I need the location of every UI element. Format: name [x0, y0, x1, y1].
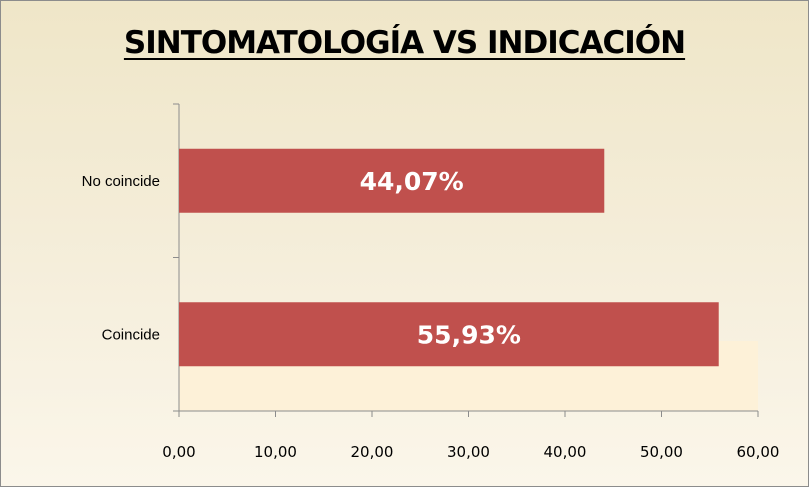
category-label: Coincide — [102, 326, 160, 343]
x-tick-label: 40,00 — [544, 443, 587, 461]
category-label: No coincide — [82, 173, 160, 190]
x-tick-label: 60,00 — [737, 443, 780, 461]
x-tick-label: 50,00 — [640, 443, 683, 461]
bar — [179, 148, 605, 213]
x-tick-label: 30,00 — [447, 443, 490, 461]
plot-area: 0,00 10,00 20,00 30,00 40,00 50,00 60,00 55,93%… — [82, 103, 780, 461]
x-tick-label: 10,00 — [254, 443, 297, 461]
chart-title: SINTOMATOLOGÍA VS INDICACIÓN — [123, 25, 686, 61]
x-tick-label: 0,00 — [162, 443, 195, 461]
x-tick-label: 20,00 — [351, 443, 394, 461]
data-label: 44,07% — [360, 167, 464, 196]
data-label: 55,93% — [417, 320, 521, 349]
bar — [179, 302, 719, 367]
